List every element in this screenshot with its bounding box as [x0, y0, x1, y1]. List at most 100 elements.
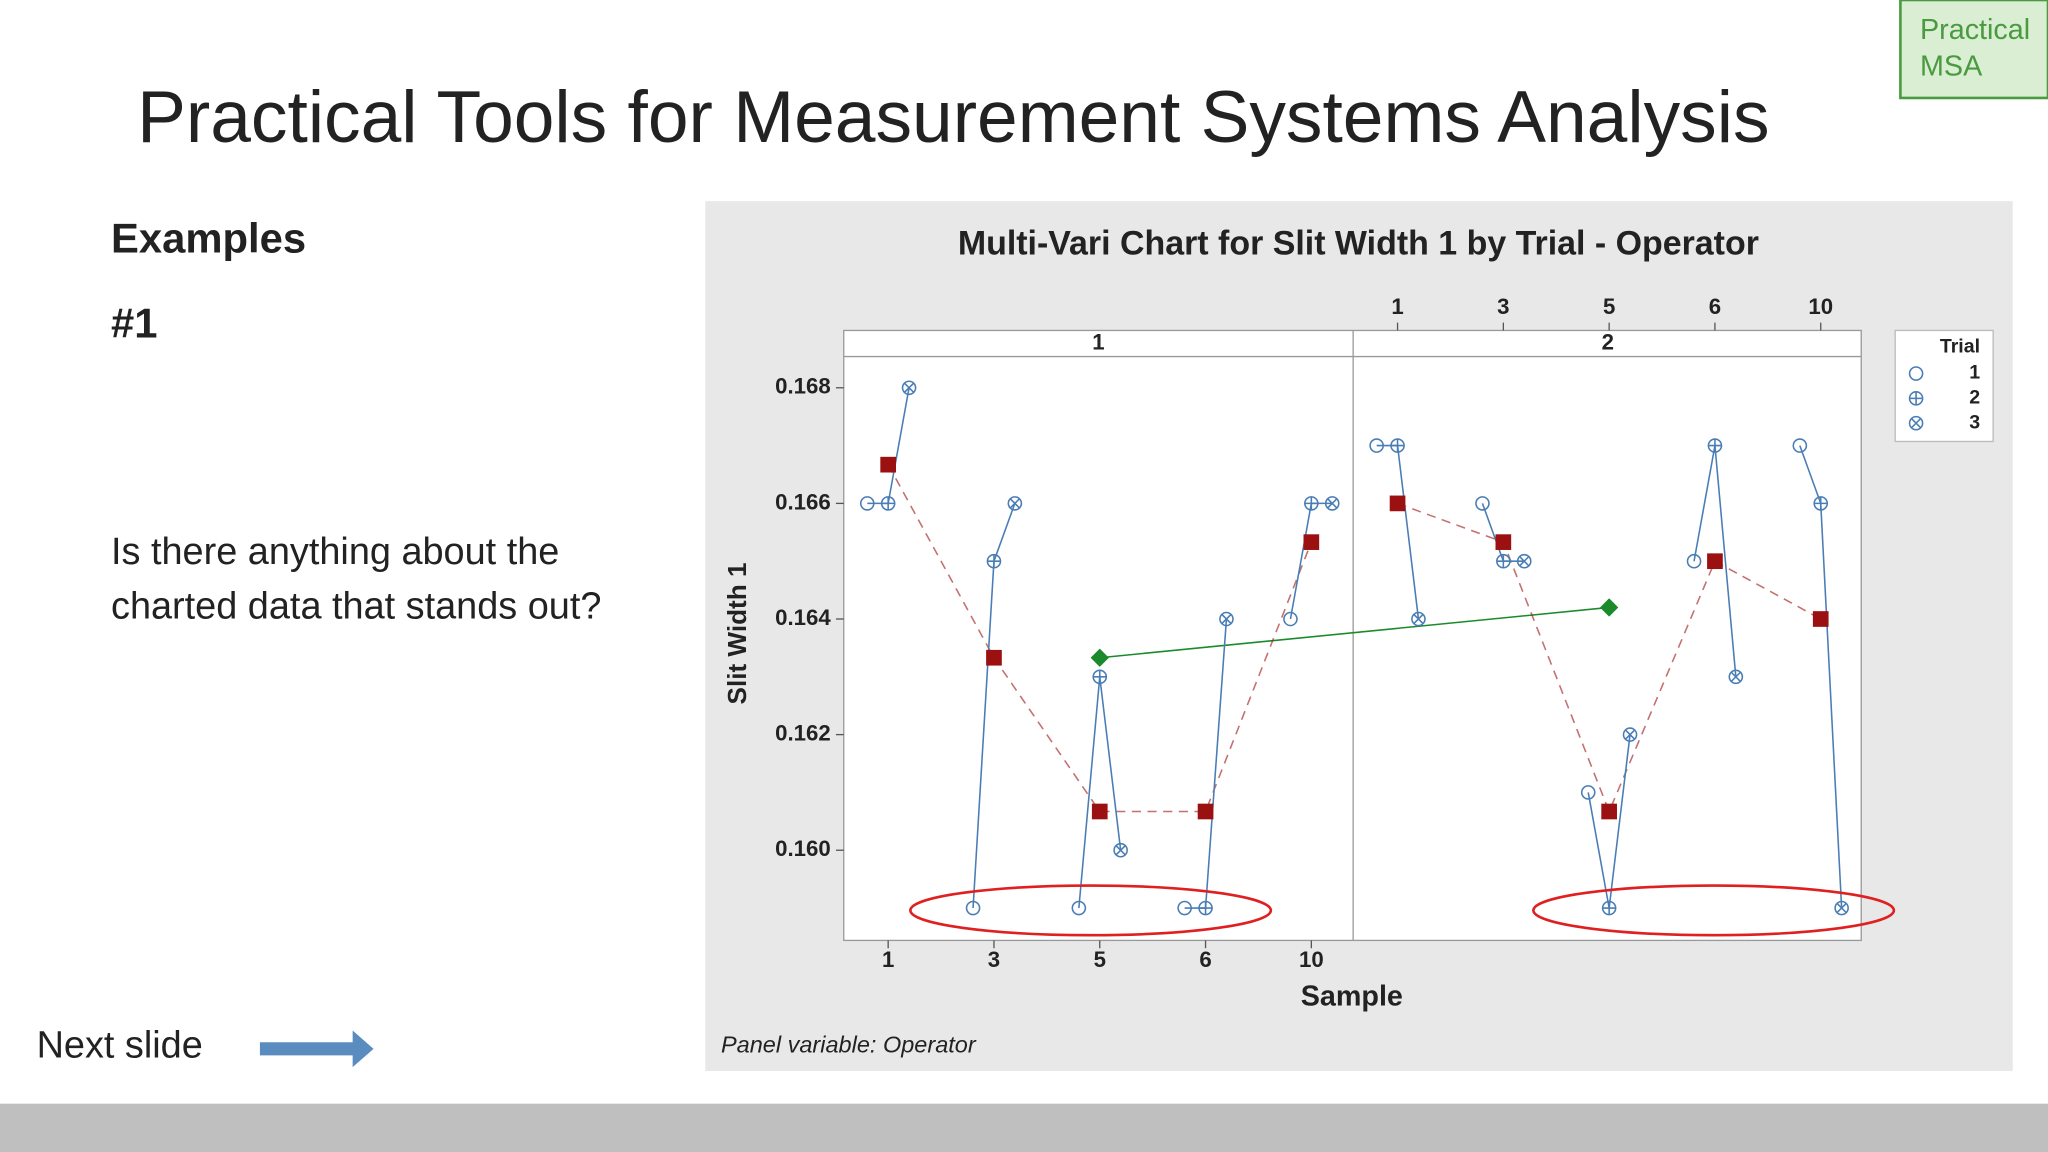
marker-cross: [881, 496, 895, 510]
marker-ring: [901, 380, 917, 396]
x-tick-label: 6: [1199, 947, 1211, 972]
trial-point: [1728, 669, 1744, 685]
marker-cross: [1496, 554, 1510, 568]
trial-point: [1834, 900, 1849, 916]
marker-ring: [1728, 669, 1744, 685]
marker-ring: [859, 496, 875, 511]
trial-point: [965, 900, 981, 916]
marker-ring: [1908, 415, 1924, 431]
trial-point: [1113, 842, 1128, 858]
sample-mean-line: [887, 464, 1313, 813]
trial-point: [1390, 438, 1405, 453]
sample-mean: [1197, 803, 1214, 820]
highlight-ellipse: [909, 884, 1273, 937]
x-tick-label: 10: [1299, 947, 1324, 972]
marker-ring: [1369, 438, 1384, 453]
x-tick-label: 3: [1497, 294, 1509, 319]
marker-ring: [1113, 842, 1128, 858]
sample-mean: [1812, 611, 1829, 627]
x-tick-label: 1: [882, 947, 894, 972]
trial-point: [1304, 496, 1319, 511]
marker-ring: [1071, 900, 1087, 916]
operator-mean-line: [1099, 606, 1610, 659]
y-tick-label: 0.162: [775, 720, 831, 745]
marker-cross: [1909, 391, 1923, 405]
trial-point: [859, 496, 875, 511]
marker-cross: [1115, 845, 1126, 856]
marker-cross: [1009, 498, 1020, 509]
marker-cross: [1199, 901, 1213, 915]
trial-point: [1496, 553, 1511, 569]
heading: Examples: [111, 215, 306, 262]
legend-label: 1: [1969, 362, 1980, 384]
marker-cross: [1624, 729, 1636, 740]
legend-symbol: [1908, 366, 1924, 381]
y-tick-label: 0.160: [775, 836, 831, 861]
x-tick-label: 5: [1094, 947, 1106, 972]
question-line: charted data that stands out?: [111, 586, 601, 628]
x-tick-label: 1: [1391, 294, 1403, 319]
x-tick-label: 10: [1808, 294, 1833, 319]
y-tick-label: 0.168: [775, 374, 831, 399]
trial-point: [880, 496, 896, 511]
marker-ring: [1792, 438, 1808, 453]
x-tick-label: 3: [988, 947, 1000, 972]
highlight-ellipse: [1532, 884, 1896, 937]
marker-cross: [1708, 439, 1722, 453]
trial-point: [1516, 553, 1532, 569]
sample-mean-line: [1397, 502, 1822, 814]
y-axis-label: Slit Width 1: [722, 563, 752, 705]
trial-point: [1219, 611, 1234, 627]
sample-mean: [1091, 803, 1108, 820]
x-tick-label: 5: [1603, 294, 1615, 319]
marker-cross: [1836, 902, 1847, 914]
marker-ring: [1219, 611, 1234, 627]
next-slide[interactable]: Next slide: [37, 1025, 203, 1067]
example-number: #1: [111, 300, 157, 347]
marker-cross: [1814, 496, 1828, 510]
trial-point: [986, 553, 1002, 569]
legend-symbol: [1908, 415, 1924, 431]
trial-point: [1411, 611, 1426, 627]
marker-cross: [1093, 670, 1107, 684]
marker-cross: [1327, 498, 1338, 509]
panel-label: 2: [1602, 329, 1614, 354]
trial-point: [1283, 611, 1298, 627]
slide-title: Practical Tools for Measurement Systems …: [137, 77, 1769, 158]
marker-ring: [1580, 785, 1596, 800]
logo: [1899, 0, 2048, 100]
marker-ring: [1622, 727, 1638, 742]
marker-ring: [1324, 496, 1340, 511]
legend-title: Trial: [1940, 336, 1980, 358]
sample-mean: [880, 456, 896, 473]
marker-ring: [1177, 900, 1192, 916]
trial-point: [1686, 553, 1702, 569]
marker-cross: [1413, 613, 1424, 625]
footnote: Panel variable: Operator: [721, 1031, 977, 1057]
x-axis-label: Sample: [1301, 980, 1403, 1012]
trial-point: [1324, 496, 1340, 511]
trial-point: [1369, 438, 1384, 453]
marker-ring: [1834, 900, 1849, 916]
marker-cross: [987, 554, 1001, 568]
sample-mean: [986, 649, 1002, 666]
next-arrow[interactable]: [259, 1030, 374, 1068]
y-tick-label: 0.164: [775, 605, 831, 630]
trial-point: [1177, 900, 1192, 916]
trial-point: [901, 380, 917, 396]
marker-cross: [1304, 496, 1318, 510]
marker-cross: [903, 382, 915, 393]
sample-mean: [1495, 534, 1512, 550]
marker-ring: [1516, 553, 1532, 569]
trial-point: [1580, 785, 1596, 800]
trial-point: [1092, 669, 1108, 685]
trial-point: [1007, 496, 1023, 511]
trial-point: [1198, 900, 1213, 916]
trial-point: [1792, 438, 1808, 453]
chart-layer: 0.160 0.162 0.164 0.166 0.168 1 2 1 1 3 3 5 5 6 6 10 10 1…: [775, 294, 1980, 972]
sample-mean: [1303, 534, 1320, 550]
question-line: Is there anything about the: [111, 531, 559, 573]
marker-ring: [1475, 496, 1490, 511]
logo-text: MSA: [1920, 51, 1983, 83]
